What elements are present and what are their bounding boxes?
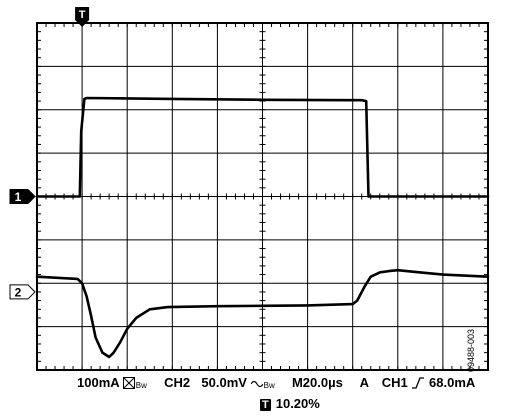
bandwidth-label: Bw	[135, 381, 147, 390]
ch1-scale: 100mA	[77, 375, 120, 390]
traces	[35, 96, 490, 359]
status-line-1: 100mA Bw CH2 50.0mV Bw M20.0µs A CH1 68.…	[77, 375, 475, 392]
status-line-2: T 10.20%	[260, 396, 320, 411]
bandwidth-limit-icon	[122, 377, 135, 392]
trigger-mode: A	[359, 375, 369, 390]
bandwidth-label-ch2: Bw	[263, 381, 275, 390]
graticule-grid	[36, 22, 489, 371]
markers: 1 2 T	[9, 7, 90, 300]
channel-marker-1: 1	[9, 189, 36, 204]
channel-marker-shape	[9, 284, 36, 300]
trigger-marker-label: T	[79, 9, 86, 21]
channel-marker-2: 2	[9, 284, 36, 300]
trigger-level: 68.0mA	[429, 375, 476, 390]
ch2-scale: 50.0mV	[201, 375, 247, 390]
ch2-label: CH2	[164, 375, 191, 390]
timebase: M20.0µs	[291, 375, 343, 390]
channel-marker-label: 2	[15, 285, 22, 299]
oscilloscope-screen: 1 2 T	[9, 7, 490, 371]
rising-edge-icon	[411, 377, 425, 392]
ac-coupling-icon	[250, 377, 264, 392]
channel-marker-shape	[9, 189, 36, 204]
trigger-position-icon: T	[260, 399, 271, 411]
channel-marker-label: 1	[15, 190, 22, 204]
trace-ch1	[35, 96, 490, 198]
trigger-source: CH1	[381, 375, 408, 390]
figure-id: 09488-003	[466, 328, 476, 372]
trace-ch2	[35, 268, 490, 359]
trigger-marker-shape	[75, 7, 90, 27]
trigger-position: 10.20%	[275, 396, 320, 411]
trigger-marker: T	[75, 7, 90, 27]
